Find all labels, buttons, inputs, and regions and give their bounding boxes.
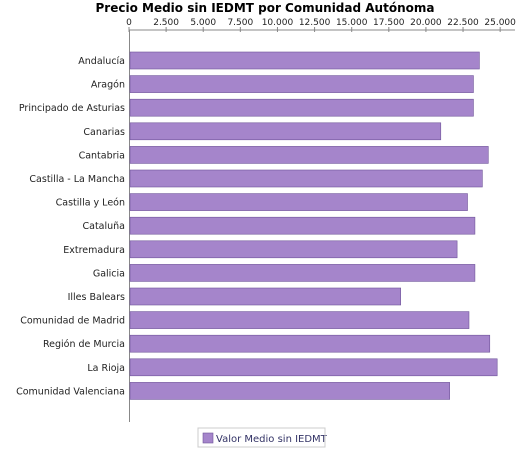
bar	[129, 334, 491, 353]
legend-box	[197, 427, 326, 448]
bars	[129, 51, 498, 400]
x-axis: 0 2.500 5.000 7.500 10.000 12.500 15.000 17.500…	[126, 18, 516, 422]
bar	[129, 311, 470, 329]
x-tick-label: 5.000	[190, 18, 216, 28]
legend-label: Valor Medio sin IEDMT	[216, 434, 328, 445]
category-label: Andalucía	[78, 56, 125, 67]
bar	[129, 193, 468, 211]
category-label: Comunidad de Madrid	[20, 316, 125, 327]
x-tick-label: 7.500	[227, 18, 253, 28]
bar	[129, 169, 483, 188]
bar	[129, 122, 442, 141]
x-tick-label: 22.500	[447, 18, 479, 28]
bar	[129, 240, 458, 259]
bar	[129, 146, 489, 164]
bar	[129, 216, 476, 235]
bar	[129, 264, 476, 282]
x-tick-label: 20.000	[410, 18, 442, 28]
category-label: Galicia	[93, 268, 125, 279]
chart-title: Precio Medio sin IEDMT por Comunidad Aut…	[96, 1, 435, 15]
bar	[129, 382, 450, 400]
category-label: Castilla y León	[56, 198, 125, 209]
x-tick-label: 2.500	[153, 18, 179, 28]
bar	[129, 51, 480, 70]
category-label: Comunidad Valenciana	[16, 386, 125, 397]
category-label: Aragón	[91, 80, 125, 91]
bar	[129, 287, 401, 306]
category-label: Cantabria	[79, 150, 125, 161]
category-label: Principado de Asturias	[19, 103, 125, 114]
bar	[129, 358, 498, 377]
category-label: La Rioja	[87, 363, 125, 374]
x-tick-label: 17.500	[373, 18, 405, 28]
legend-swatch	[202, 432, 214, 444]
legend: Valor Medio sin IEDMT	[202, 432, 328, 445]
x-tick-label: 25.000	[484, 18, 516, 28]
category-label: Illes Balears	[68, 292, 125, 303]
category-label: Canarias	[83, 127, 125, 138]
x-tick-label: 15.000	[336, 18, 368, 28]
bar	[129, 98, 474, 117]
category-label: Región de Murcia	[43, 339, 125, 350]
category-label: Castilla - La Mancha	[29, 174, 125, 185]
x-tick-label: 10.000	[262, 18, 294, 28]
category-label: Extremadura	[63, 245, 125, 256]
x-tick-label: 12.500	[299, 18, 331, 28]
category-label: Cataluña	[82, 221, 125, 232]
category-labels: Andalucía Aragón Principado de Asturias Can…	[16, 56, 125, 397]
x-tick-label: 0	[126, 18, 132, 28]
bar	[129, 75, 474, 93]
